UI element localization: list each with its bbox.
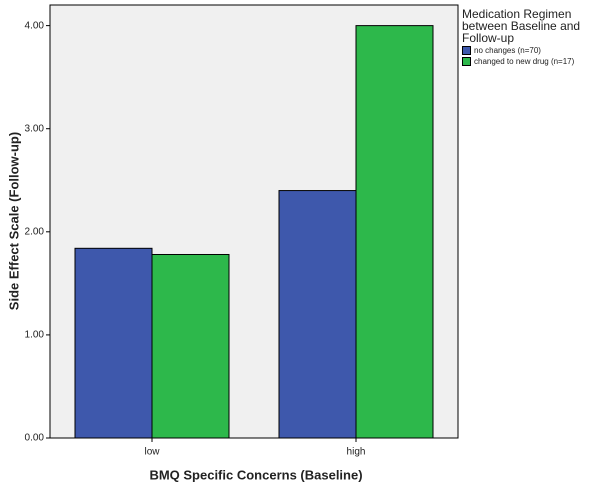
bar <box>151 253 230 439</box>
y-tick-label: 2.00 <box>25 226 45 237</box>
legend-title: Medication Regimen between Baseline and … <box>462 7 581 45</box>
legend-item: changed to new drug (n=17) <box>462 57 600 66</box>
legend: Medication Regimen between Baseline and … <box>462 8 600 66</box>
bar <box>278 190 357 439</box>
legend-label: no changes (n=70) <box>474 46 541 55</box>
legend-item: no changes (n=70) <box>462 46 600 55</box>
legend-swatch <box>462 46 471 55</box>
bar <box>74 247 153 439</box>
y-tick-label: 1.00 <box>25 330 45 341</box>
y-tick-label: 4.00 <box>25 20 45 31</box>
legend-swatch <box>462 57 471 66</box>
legend-label: changed to new drug (n=17) <box>474 57 575 66</box>
y-tick-label: 3.00 <box>25 123 45 134</box>
x-tick-label: high <box>347 447 366 458</box>
y-tick-label: 0.00 <box>25 433 45 444</box>
x-tick-label: low <box>144 447 160 458</box>
bar <box>355 25 434 439</box>
x-axis-title: BMQ Specific Concerns (Baseline) <box>149 467 362 482</box>
y-axis-title: Side Effect Scale (Follow-up) <box>6 132 21 310</box>
